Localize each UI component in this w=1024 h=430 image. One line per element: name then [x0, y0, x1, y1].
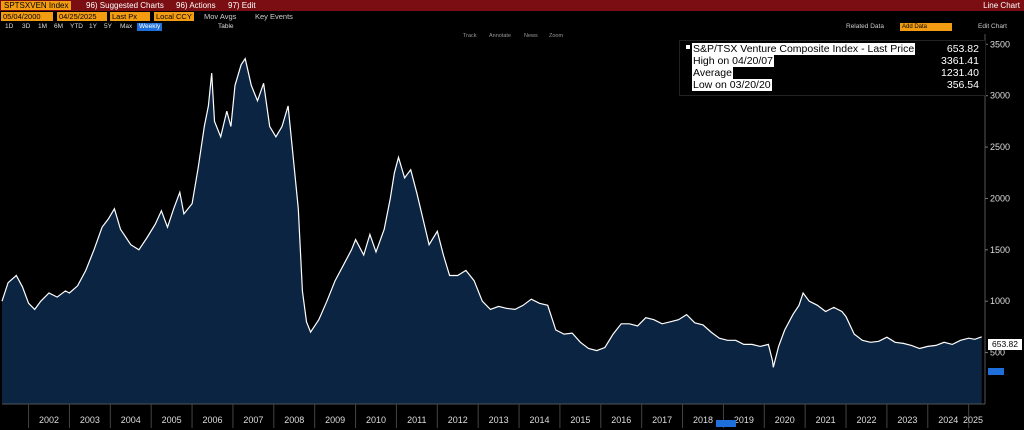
axis-marker-tag — [988, 368, 1004, 375]
range-6m[interactable]: 6M — [54, 23, 64, 30]
x-tick-label: 2016 — [611, 415, 631, 425]
x-tick-label: 2005 — [162, 415, 182, 425]
x-axis-ticks: 2002 2003 2004 2005 2006 2007 2008 2009 2010 2011… — [28, 404, 983, 428]
legend-high-value: 3361.41 — [941, 55, 979, 67]
title-bar: SPTSXVEN Index 96) Suggested Charts 96) … — [0, 0, 1024, 11]
currency-select[interactable]: Local CCY — [154, 12, 194, 21]
legend-box: S&P/TSX Venture Composite Index - Last P… — [679, 40, 986, 96]
price-chart[interactable]: 2002 2003 2004 2005 2006 2007 2008 2009 2010 2011… — [0, 32, 1024, 430]
y-tick-label: 3500 — [990, 39, 1010, 49]
x-tick-label: 2020 — [775, 415, 795, 425]
suggested-charts-menu[interactable]: 96) Suggested Charts — [86, 1, 164, 10]
legend-low-row: Low on 03/20/20 356.54 — [692, 79, 979, 91]
control-bar: 05/04/2000 04/25/2025 Last Px Local CCY … — [0, 11, 1024, 22]
x-tick-label: 2015 — [570, 415, 590, 425]
range-1m[interactable]: 1M — [38, 23, 48, 30]
x-tick-label: 2017 — [652, 415, 672, 425]
range-bar: 1D 3D 1M 6M YTD 1Y 5Y Max Weekly Table R… — [0, 22, 1024, 32]
price-line — [1, 57, 982, 368]
y-tick-label: 2500 — [990, 142, 1010, 152]
x-tick-label: 2004 — [121, 415, 141, 425]
track-tool[interactable]: Track — [463, 33, 477, 39]
last-price-tag: 653.82 — [988, 339, 1022, 350]
x-tick-label: 2012 — [448, 415, 468, 425]
x-tick-label: 2025 — [963, 415, 983, 425]
legend-series-name: S&P/TSX Venture Composite Index - Last P… — [692, 43, 916, 55]
actions-menu[interactable]: 96) Actions — [176, 1, 216, 10]
y-tick-label: 3000 — [990, 91, 1010, 101]
edit-menu[interactable]: 97) Edit — [228, 1, 256, 10]
chart-type-title: Line Chart — [983, 1, 1020, 10]
x-tick-label: 2019 — [734, 415, 754, 425]
period-select[interactable]: Weekly — [137, 23, 163, 31]
x-tick-label: 2003 — [80, 415, 100, 425]
x-tick-label: 2008 — [284, 415, 304, 425]
x-tick-label: 2023 — [897, 415, 917, 425]
legend-avg-value: 1231.40 — [941, 67, 979, 79]
end-date-field[interactable]: 04/25/2025 — [57, 12, 107, 21]
x-tick-label: 2021 — [816, 415, 836, 425]
range-5y[interactable]: 5Y — [104, 23, 112, 30]
legend-last-value: 653.82 — [946, 43, 979, 55]
news-tool[interactable]: News — [524, 33, 538, 39]
legend-low-label: Low on 03/20/20 — [692, 79, 772, 91]
mov-avgs-toggle[interactable]: Mov Avgs — [204, 12, 237, 21]
legend-avg-row: Average 1231.40 — [692, 67, 979, 79]
annotate-tool[interactable]: Annotate — [489, 33, 512, 39]
range-1d[interactable]: 1D — [5, 23, 14, 30]
range-1y[interactable]: 1Y — [89, 23, 97, 30]
price-area — [2, 58, 982, 404]
ticker-field[interactable]: SPTSXVEN Index — [1, 1, 72, 10]
x-tick-label: 2014 — [529, 415, 549, 425]
zoom-tool[interactable]: Zoom — [549, 33, 564, 39]
x-tick-label: 2022 — [856, 415, 876, 425]
y-tick-label: 500 — [990, 348, 1005, 358]
edit-chart-button[interactable]: Edit Chart — [978, 23, 1007, 30]
add-data-button[interactable]: Add Data — [900, 23, 952, 31]
y-tick-label: 1500 — [990, 245, 1010, 255]
y-tick-label: 1000 — [990, 296, 1010, 306]
series-swatch — [686, 45, 690, 49]
y-tick-label: 2000 — [990, 193, 1010, 203]
x-tick-label: 2007 — [243, 415, 263, 425]
x-tick-label: 2013 — [489, 415, 509, 425]
y-axis-ticks: 500 1000 1500 2000 2500 3000 3500 — [985, 39, 1010, 358]
start-date-field[interactable]: 05/04/2000 — [1, 12, 53, 21]
x-tick-label: 2011 — [407, 415, 426, 425]
legend-high-row: High on 04/20/07 3361.41 — [692, 55, 979, 67]
x-tick-label: 2018 — [693, 415, 713, 425]
x-tick-label: 2006 — [202, 415, 222, 425]
x-tick-label: 2002 — [39, 415, 59, 425]
x-tick-label: 2009 — [325, 415, 345, 425]
legend-high-label: High on 04/20/07 — [692, 55, 774, 67]
legend-title-row: S&P/TSX Venture Composite Index - Last P… — [692, 43, 979, 55]
range-ytd[interactable]: YTD — [70, 23, 83, 30]
legend-avg-label: Average — [692, 67, 733, 79]
key-events-toggle[interactable]: Key Events — [255, 12, 293, 21]
x-tick-label: 2024 — [938, 415, 958, 425]
table-button[interactable]: Table — [218, 23, 234, 30]
x-tick-label: 2010 — [366, 415, 386, 425]
price-field-select[interactable]: Last Px — [110, 12, 150, 21]
range-3d[interactable]: 3D — [22, 23, 31, 30]
legend-low-value: 356.54 — [946, 79, 979, 91]
related-data-button[interactable]: Related Data — [846, 23, 884, 30]
range-max[interactable]: Max — [120, 23, 133, 30]
date-marker-tag — [716, 420, 736, 427]
